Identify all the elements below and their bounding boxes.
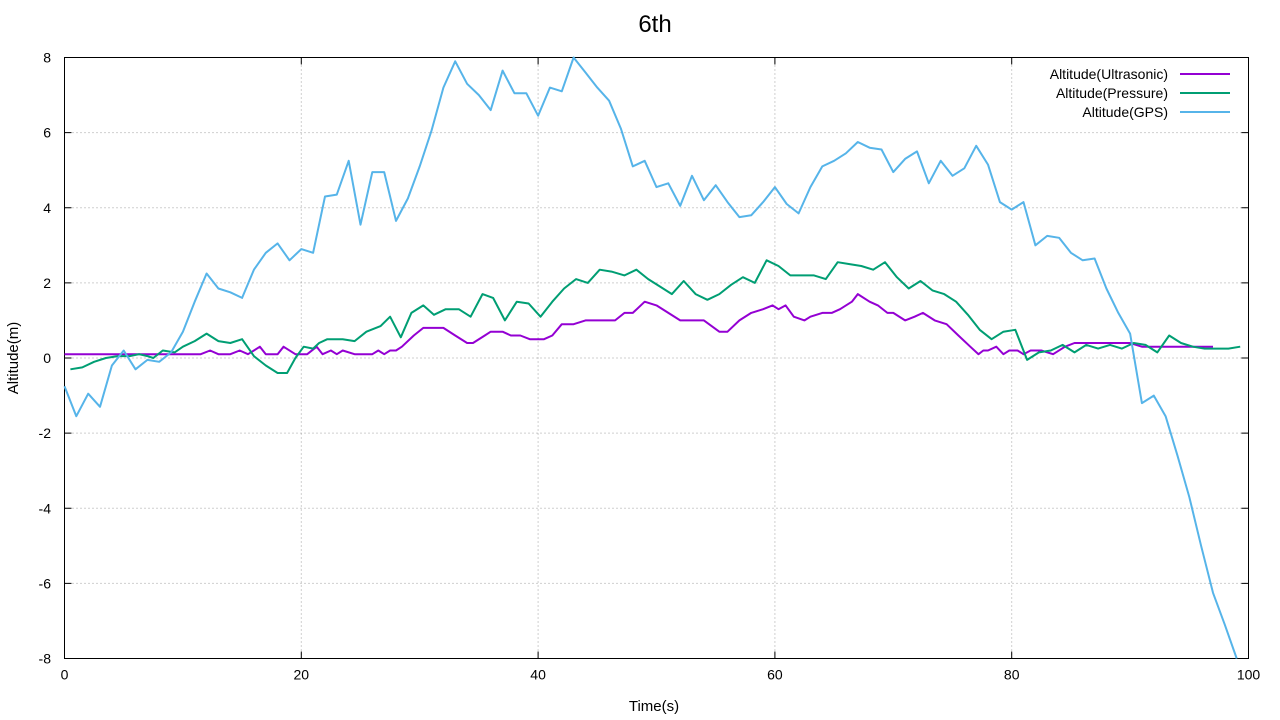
- legend-label: Altitude(GPS): [1082, 104, 1168, 120]
- y-tick-label: 2: [43, 275, 51, 291]
- y-tick-label: -4: [39, 500, 52, 516]
- x-tick-label: 80: [1004, 667, 1020, 683]
- y-tick-label: 6: [43, 125, 51, 141]
- y-tick-label: -2: [39, 425, 52, 441]
- x-tick-label: 0: [61, 667, 69, 683]
- chart-title: 6th: [638, 11, 671, 38]
- series-line-1: [70, 259, 1241, 374]
- legend-label: Altitude(Ultrasonic): [1050, 66, 1168, 82]
- legend-label: Altitude(Pressure): [1056, 85, 1168, 101]
- y-tick-label: 8: [43, 50, 51, 66]
- x-tick-label: 40: [530, 667, 546, 683]
- y-tick-label: 4: [43, 200, 51, 216]
- y-axis-title: Altitude(m): [5, 322, 22, 395]
- x-tick-label: 60: [767, 667, 783, 683]
- y-tick-label: -8: [39, 651, 52, 667]
- legend: Altitude(Ultrasonic) Altitude(Pressure) Al…: [1050, 66, 1230, 120]
- grid: [64, 57, 1249, 659]
- series-line-2: [63, 56, 1238, 659]
- x-axis-title: Time(s): [629, 698, 679, 715]
- x-tick-label: 20: [294, 667, 310, 683]
- y-tick-label: -6: [39, 575, 52, 591]
- series-lines: [63, 56, 1241, 659]
- x-tick-label: 100: [1237, 667, 1261, 683]
- y-tick-label: 0: [43, 350, 51, 366]
- series-line-0: [64, 293, 1213, 356]
